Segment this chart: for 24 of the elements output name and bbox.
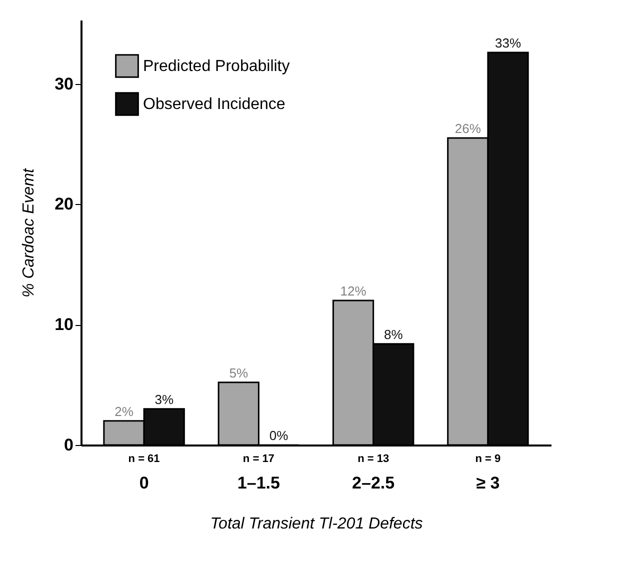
x-tick-label: 1–1.5 xyxy=(237,474,280,492)
data-label: 26% xyxy=(454,120,482,136)
text: n = 9 xyxy=(475,453,501,465)
y-tick-label: 10 xyxy=(54,315,74,334)
text: n = 61 xyxy=(128,453,160,465)
data-label: 0% xyxy=(269,428,289,443)
y-tick-label: 20 xyxy=(54,194,74,214)
data-label: 12% xyxy=(340,284,367,299)
data-label: 5% xyxy=(229,365,248,380)
x-tick-label: ≥ 3 xyxy=(476,474,500,492)
legend-label: Observed Incidence xyxy=(143,96,286,113)
text: n = 13 xyxy=(358,453,390,465)
y-axis-title: % Cardoac Evemt xyxy=(20,168,38,298)
x-axis-title: Total Transient Tl-201 Defects xyxy=(210,516,423,532)
data-label: 3% xyxy=(154,392,174,407)
x-tick-label: 0 xyxy=(139,474,149,492)
data-label: 2% xyxy=(114,404,134,419)
x-tick-label: 2–2.5 xyxy=(352,474,395,492)
data-label: 8% xyxy=(384,326,404,342)
y-tick-label: 30 xyxy=(54,74,74,94)
data-label: 33% xyxy=(494,36,522,51)
legend-label: Predicted Probability xyxy=(143,58,290,75)
text: n = 17 xyxy=(242,453,274,465)
y-tick-label: 0 xyxy=(64,436,74,454)
